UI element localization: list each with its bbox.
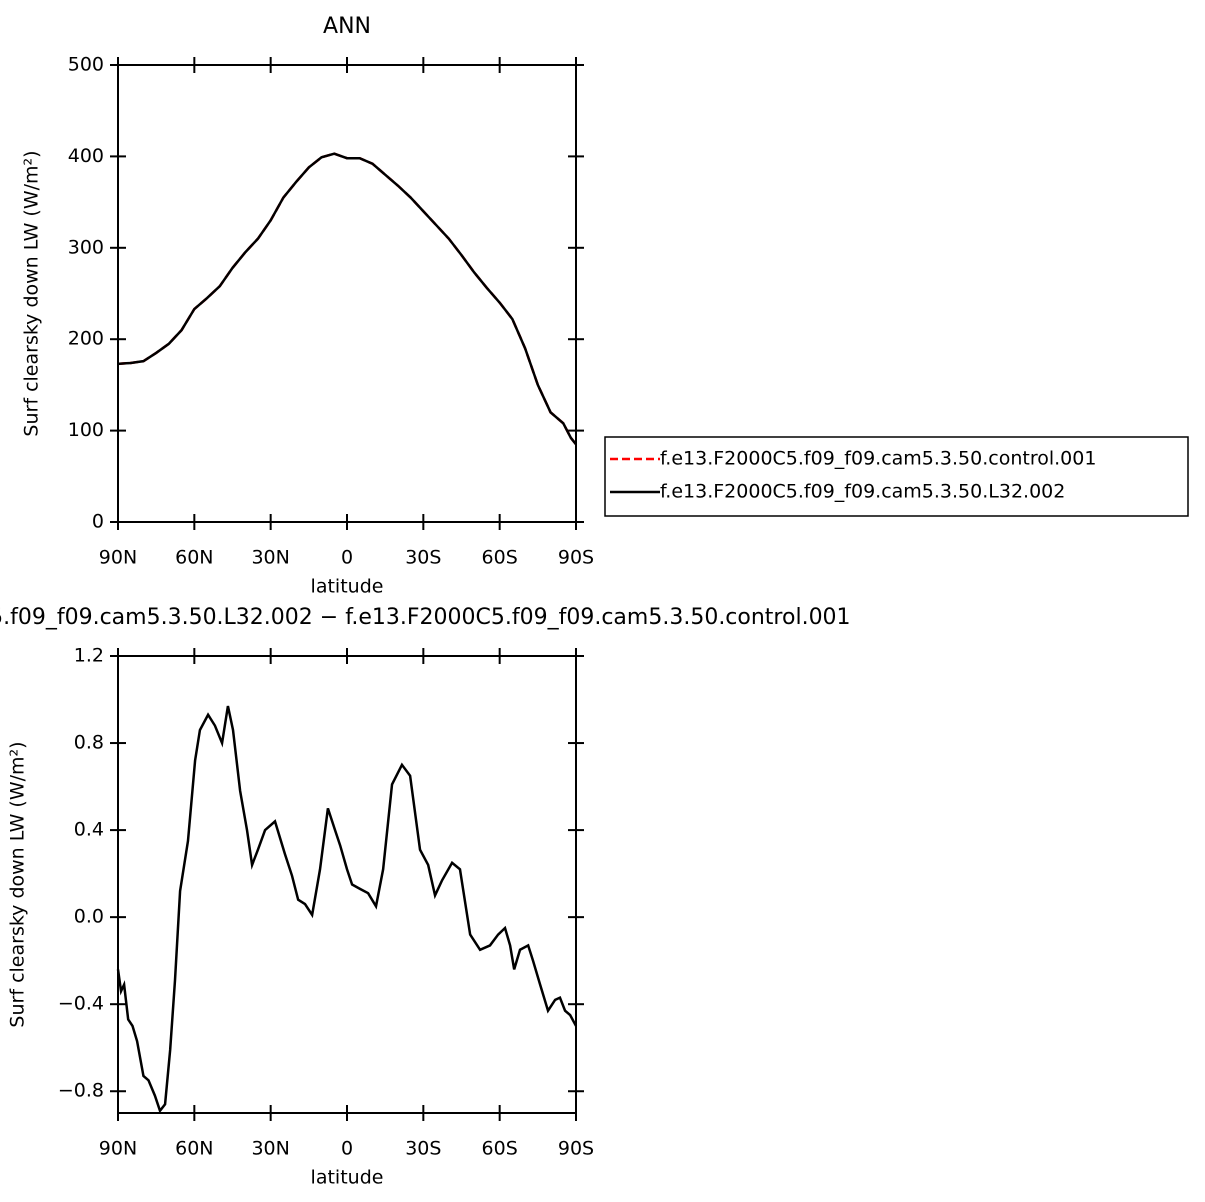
- x-tick-label: 90S: [558, 547, 594, 569]
- chart-title: f.e13.F2000C5.f09_f09.cam5.3.50.L32.002 …: [0, 605, 851, 630]
- y-tick-label: 400: [68, 145, 104, 167]
- x-tick-label: 90S: [558, 1138, 594, 1160]
- y-tick-label: 500: [68, 54, 104, 76]
- x-tick-label: 0: [341, 1138, 353, 1160]
- legend-label: f.e13.F2000C5.f09_f09.cam5.3.50.control.…: [660, 448, 1096, 470]
- y-tick-label: 0.4: [74, 819, 104, 841]
- x-axis-label: latitude: [311, 1167, 384, 1189]
- y-tick-label: −0.8: [58, 1080, 104, 1102]
- chart-title: ANN: [323, 14, 371, 39]
- legend-box: [604, 436, 1189, 517]
- x-tick-label: 90N: [99, 1138, 137, 1160]
- y-tick-label: 300: [68, 236, 104, 258]
- y-tick-label: 100: [68, 419, 104, 441]
- data-line: [117, 152, 577, 446]
- x-tick-label: 60S: [482, 1138, 518, 1160]
- y-tick-label: 0: [92, 511, 104, 533]
- x-tick-label: 90N: [99, 547, 137, 569]
- y-tick-label: 0.0: [74, 906, 104, 928]
- y-tick-label: −0.4: [58, 993, 104, 1015]
- x-tick-label: 60N: [175, 547, 213, 569]
- x-tick-label: 30N: [251, 547, 289, 569]
- legend-label: f.e13.F2000C5.f09_f09.cam5.3.50.L32.002: [660, 481, 1065, 503]
- data-line: [116, 705, 578, 1114]
- x-tick-label: 60N: [175, 1138, 213, 1160]
- x-tick-label: 60S: [482, 547, 518, 569]
- y-tick-label: 200: [68, 328, 104, 350]
- x-tick-label: 30N: [251, 1138, 289, 1160]
- plot-frame: [117, 64, 577, 523]
- plot-frame: [117, 655, 577, 1114]
- y-tick-label: 0.8: [74, 732, 104, 754]
- x-tick-label: 30S: [405, 547, 441, 569]
- y-tick-label: 1.2: [74, 645, 104, 667]
- x-axis-label: latitude: [311, 576, 384, 598]
- data-line: [117, 152, 577, 446]
- y-axis-label: Surf clearsky down LW (W/m²): [21, 150, 43, 436]
- x-tick-label: 0: [341, 547, 353, 569]
- y-axis-label: Surf clearsky down LW (W/m²): [7, 741, 29, 1027]
- x-tick-label: 30S: [405, 1138, 441, 1160]
